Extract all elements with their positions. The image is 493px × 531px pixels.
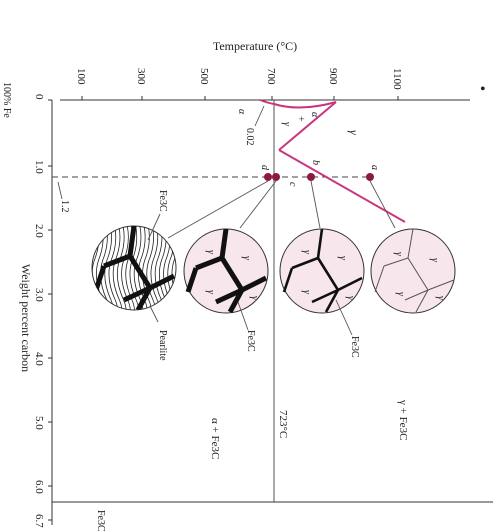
alpha-plus-gamma-plus: +	[295, 116, 306, 122]
composition-tick-label: 1.0	[33, 160, 45, 174]
alpha-region-label: α	[236, 109, 247, 115]
composition-tick-label: 6.0	[33, 480, 45, 494]
leader-a	[369, 180, 396, 229]
pearlite-lamella	[133, 226, 144, 310]
composition-axis-title: Weight percent carbon	[19, 264, 33, 372]
svg-text:γ: γ	[345, 296, 356, 301]
fe3c-label-c: Fe3C	[245, 330, 256, 352]
svg-text:γ: γ	[205, 290, 216, 295]
alloy-composition-leader	[57, 181, 63, 200]
fe3c-leader-d	[147, 213, 161, 241]
temperature-tick-label: 1100	[391, 68, 403, 90]
leader-d	[167, 180, 269, 239]
left-end-label: 100% Fe	[1, 82, 12, 118]
fe3c-label-d: Fe3C	[157, 190, 168, 212]
microstructure-d	[91, 225, 177, 311]
temperature-ticks: 100 300 500 700 900 1100	[75, 68, 403, 100]
composition-tick-label: 2.0	[33, 224, 45, 238]
point-d-marker	[264, 173, 272, 181]
svg-text:γ: γ	[337, 256, 348, 261]
point-a-label: a	[369, 165, 380, 170]
microstructure-c: γ γ γ γ	[183, 228, 269, 314]
pearlite-leader	[149, 305, 159, 323]
temperature-tick-label: 900	[327, 68, 339, 85]
composition-tick-label: 3.0	[33, 288, 45, 302]
gamma-region-label: γ	[347, 130, 361, 135]
composition-tick-label: 5.0	[33, 416, 45, 430]
pearlite-lamella	[150, 226, 161, 310]
fe3c-label-b: Fe3C	[349, 336, 360, 358]
pearlite-lamella	[129, 226, 140, 310]
svg-text:γ: γ	[435, 296, 446, 301]
svg-text:γ: γ	[395, 292, 406, 297]
svg-text:γ: γ	[393, 252, 404, 257]
acm-boundary-upper	[278, 149, 406, 223]
leader-c	[239, 180, 277, 229]
gamma-plus-fe3c-label: γ + Fe3C	[397, 399, 409, 440]
point-b-label: b	[310, 160, 321, 165]
a3-boundary	[273, 101, 337, 109]
eutectoid-carbon-leader	[254, 105, 265, 127]
alpha-plus-gamma-g: γ	[281, 122, 292, 127]
composition-tick-label: 6.7	[33, 514, 45, 528]
temperature-tick-label: 300	[135, 68, 147, 85]
pearlite-lamella	[137, 226, 148, 310]
point-d-label: d	[259, 165, 270, 171]
microstructure-a: γ γ γ γ	[370, 228, 456, 314]
pearlite-lamella	[108, 226, 119, 310]
pearlite-lamella	[92, 226, 93, 310]
point-a-marker	[366, 173, 374, 181]
svg-text:γ: γ	[249, 296, 260, 301]
temperature-axis-title: Temperature (°C)	[213, 39, 297, 53]
top-right-marker: •	[480, 81, 486, 98]
svg-text:γ: γ	[301, 290, 312, 295]
pearlite-label: Pearlite	[157, 330, 168, 361]
microstructure-b: γ γ γ γ	[279, 228, 365, 314]
eutectoid-carbon-label: 0.02	[244, 128, 255, 146]
svg-text:γ: γ	[301, 250, 312, 255]
svg-text:γ: γ	[241, 256, 252, 261]
leader-b	[310, 180, 321, 229]
alpha-solvus-boundary	[259, 99, 275, 105]
point-b-marker	[307, 173, 315, 181]
svg-text:γ: γ	[429, 258, 440, 263]
pearlite-lamella	[116, 226, 127, 310]
alpha-plus-fe3c-label: α + Fe3C	[209, 418, 221, 459]
fe3c-leader-c	[237, 301, 249, 331]
composition-ticks: 0 1.0 2.0 3.0 4.0 5.0 6.0 6.7	[33, 94, 52, 528]
composition-tick-label: 4.0	[33, 352, 45, 366]
pearlite-lamella	[121, 226, 131, 310]
right-end-label: Fe3C	[95, 510, 106, 531]
pearlite-lamella	[95, 226, 106, 310]
svg-text:γ: γ	[205, 250, 216, 255]
pearlite-lamella	[154, 226, 165, 310]
temperature-tick-label: 500	[198, 68, 210, 85]
point-c-marker	[272, 173, 280, 181]
composition-tick-label: 0	[33, 94, 45, 100]
temperature-tick-label: 700	[265, 68, 277, 85]
pearlite-lamella	[104, 226, 114, 310]
pearlite-lamella	[112, 226, 123, 310]
alloy-composition-label: 1.2	[59, 200, 70, 213]
point-c-label: c	[287, 182, 298, 187]
fe3c-leader-b	[335, 299, 353, 336]
acm-boundary-lower	[278, 101, 337, 151]
temperature-tick-label: 100	[75, 68, 87, 85]
alpha-plus-gamma-a: α	[309, 112, 320, 118]
eutectoid-temp-label: 723°C	[277, 410, 289, 438]
